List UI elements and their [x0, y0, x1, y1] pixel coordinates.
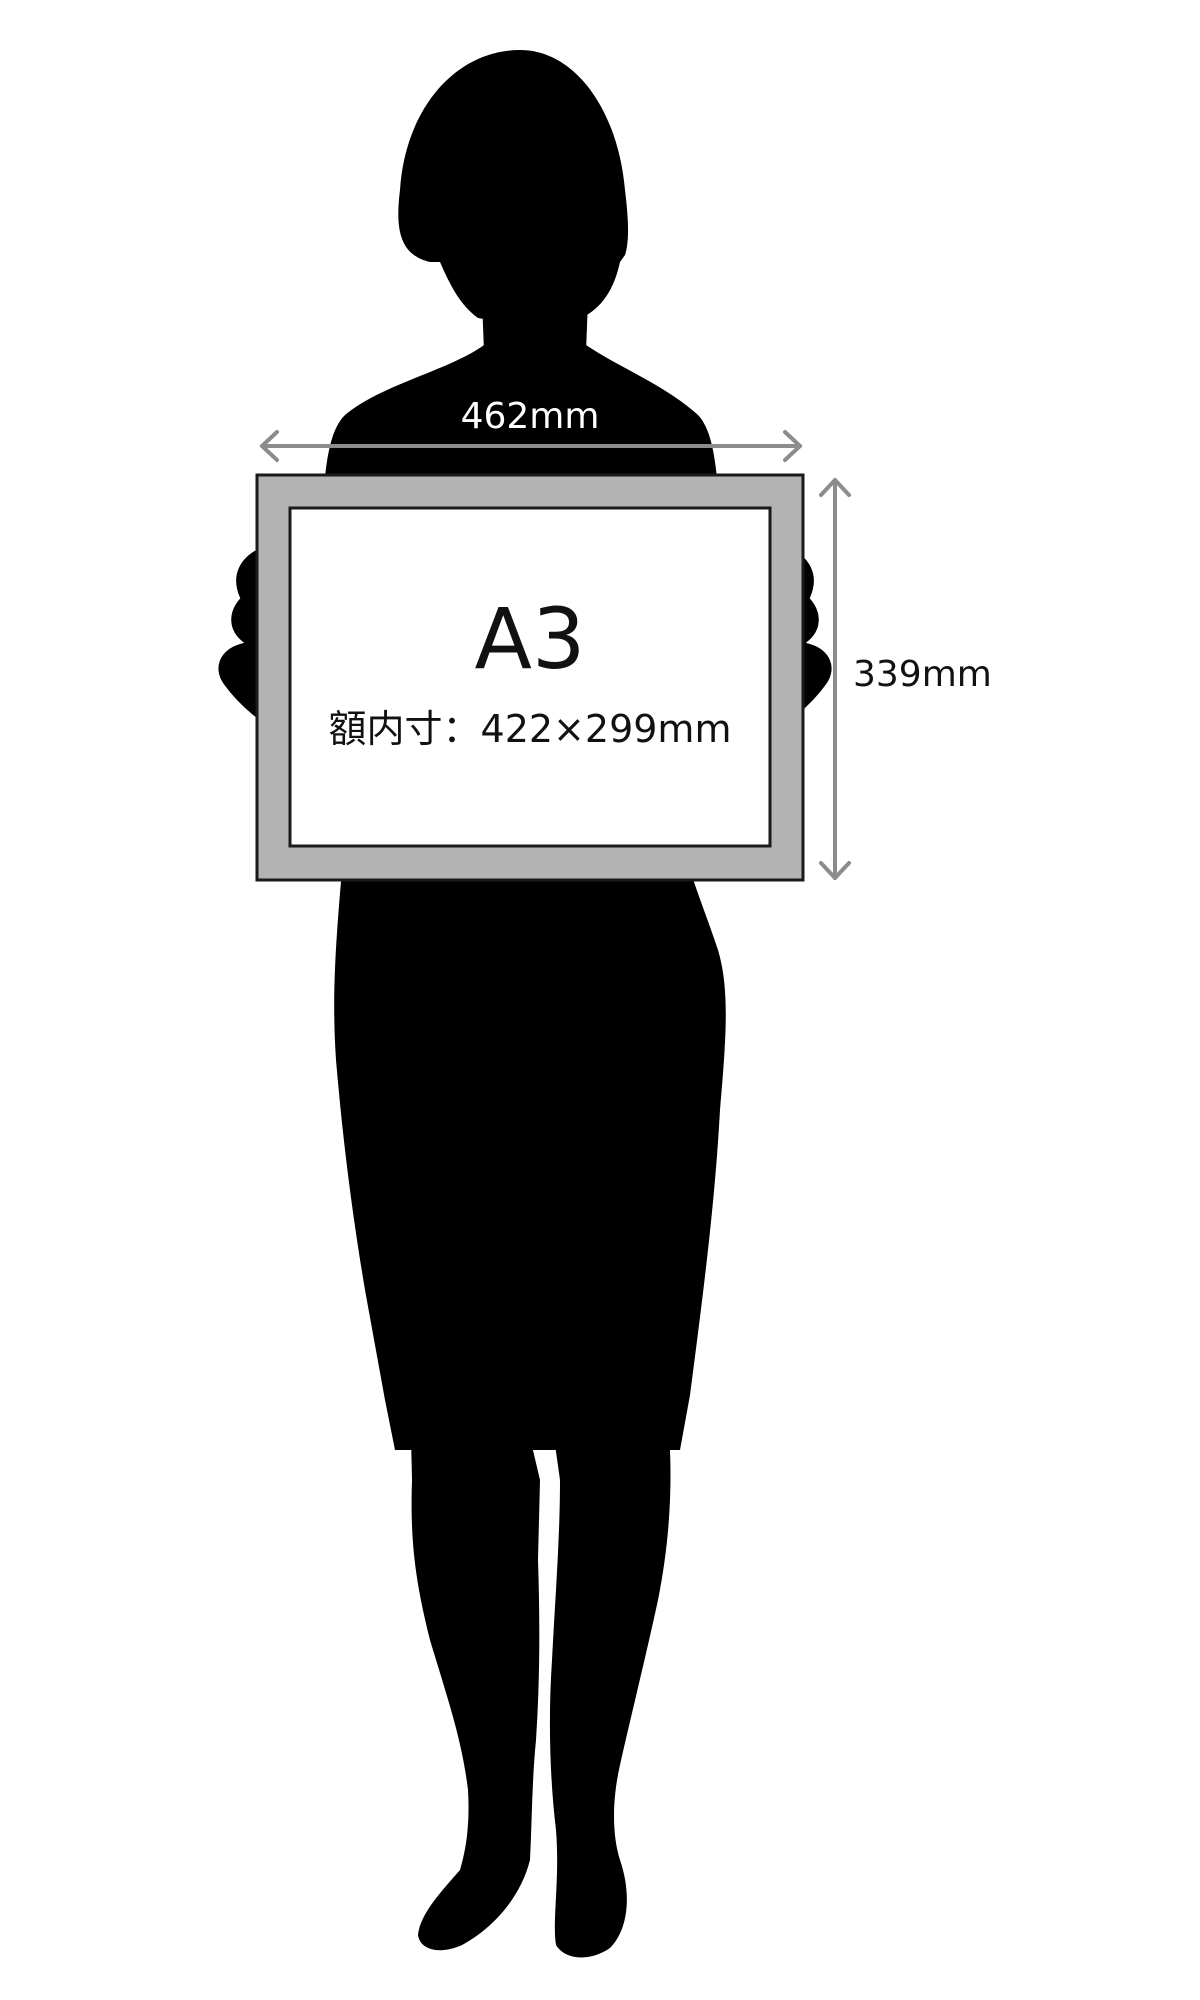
height-arrow-top-head [819, 478, 851, 497]
person-silhouette [214, 50, 836, 1958]
height-dimension [819, 478, 851, 880]
width-arrow-right-head [783, 430, 802, 462]
width-label: 462mm [461, 396, 600, 437]
frame-inner-dimensions: 額内寸：422×299mm [329, 707, 732, 751]
height-arrow-bottom-head [819, 861, 851, 880]
frame-inner-mat [288, 506, 772, 848]
frame-size-name: A3 [475, 590, 586, 688]
height-label: 339mm [853, 654, 992, 695]
neck [482, 300, 588, 352]
right-leg [548, 1395, 671, 1958]
a3-frame: A3 額内寸：422×299mm [255, 473, 805, 882]
width-arrow-left-head [260, 430, 279, 462]
left-leg [410, 1395, 540, 1951]
width-dimension [260, 430, 802, 462]
skirt [334, 870, 726, 1450]
head [398, 50, 629, 332]
